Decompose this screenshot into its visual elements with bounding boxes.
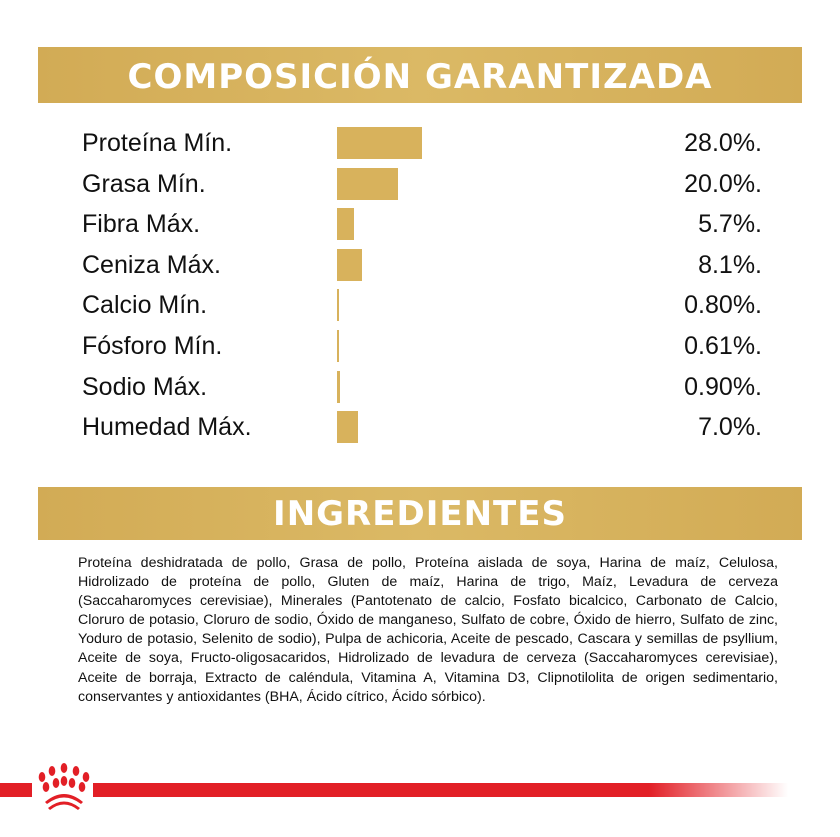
nutrient-bar	[337, 370, 340, 403]
nutrient-label: Grasa Mín.	[82, 169, 206, 198]
nutrient-value: 20.0%.	[684, 169, 762, 198]
nutrient-label: Calcio Mín.	[82, 291, 208, 320]
composition-row: Calcio Mín. 0.80%.	[82, 287, 762, 323]
composition-row: Ceniza Máx. 8.1%.	[82, 247, 762, 283]
nutrient-value: 7.0%.	[698, 413, 762, 442]
nutrient-label: Fibra Máx.	[82, 210, 201, 239]
nutrient-bar	[337, 127, 423, 159]
brand-line-left	[0, 783, 32, 797]
nutrient-bar	[337, 248, 362, 281]
nutrient-bar	[337, 411, 359, 444]
nutrient-bar	[337, 167, 398, 200]
composition-row: Humedad Máx. 7.0%.	[82, 409, 762, 445]
nutrient-value: 8.1%.	[698, 250, 762, 279]
composition-row: Fósforo Mín. 0.61%.	[82, 328, 762, 364]
composition-row: Proteína Mín. 28.0%.	[82, 125, 762, 161]
royal-canin-crown-icon	[38, 763, 90, 810]
composition-row: Fibra Máx. 5.7%.	[82, 206, 762, 242]
nutrient-label: Humedad Máx.	[82, 413, 252, 442]
nutrient-bar	[337, 289, 340, 322]
nutrient-bar	[337, 330, 339, 362]
nutrient-label: Ceniza Máx.	[82, 250, 221, 279]
nutrient-value: 0.61%.	[684, 332, 762, 360]
nutrient-bar	[337, 208, 355, 241]
nutrient-label: Sodio Máx.	[82, 372, 208, 401]
composition-header: COMPOSICIÓN GARANTIZADA	[38, 47, 802, 103]
ingredients-text: Proteína deshidratada de pollo, Grasa de…	[78, 555, 778, 705]
composition-row: Grasa Mín. 20.0%.	[82, 166, 762, 202]
nutrient-label: Fósforo Mín.	[82, 332, 223, 360]
nutrient-label: Proteína Mín.	[82, 129, 233, 157]
composition-row: Sodio Máx. 0.90%.	[82, 369, 762, 405]
ingredients-header: INGREDIENTES	[38, 487, 802, 540]
nutrient-value: 5.7%.	[698, 210, 762, 239]
nutrient-value: 28.0%.	[684, 129, 762, 157]
nutrient-value: 0.80%.	[684, 291, 762, 320]
brand-line-right	[93, 783, 788, 797]
nutrient-value: 0.90%.	[684, 372, 762, 401]
